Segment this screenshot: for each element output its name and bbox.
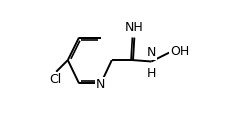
Text: N: N	[96, 78, 106, 91]
Text: OH: OH	[170, 45, 189, 58]
Text: NH: NH	[125, 21, 144, 34]
Text: N: N	[147, 47, 156, 59]
Text: H: H	[147, 67, 156, 80]
Text: Cl: Cl	[49, 73, 62, 86]
